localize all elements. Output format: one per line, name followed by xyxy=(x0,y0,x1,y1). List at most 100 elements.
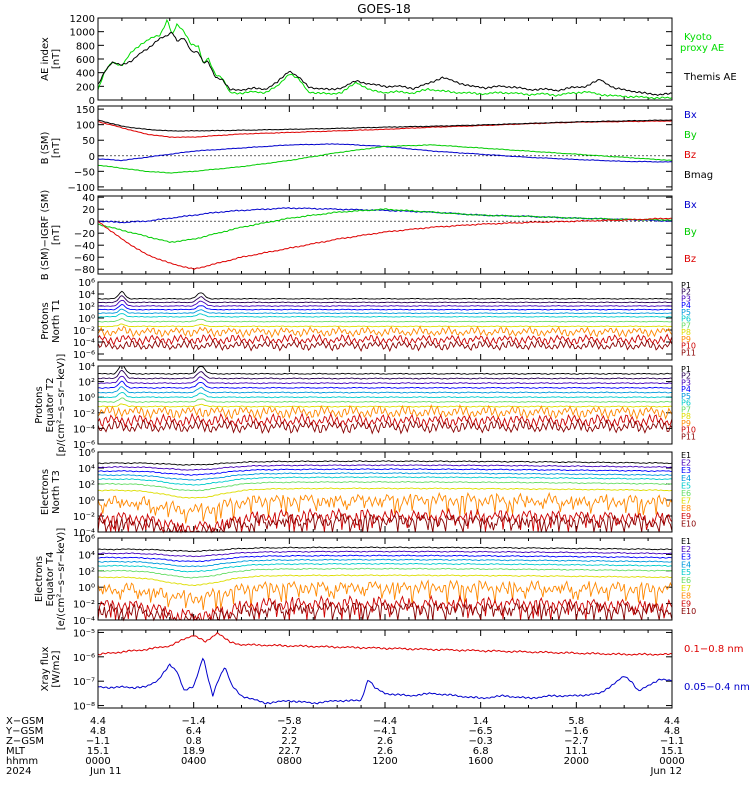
channel-line-p2-P11 xyxy=(97,418,673,435)
axis-row-label: MLT xyxy=(6,746,26,757)
y-tick-label: 10⁻⁴ xyxy=(73,424,95,435)
legend-entry: Bz xyxy=(684,150,696,161)
legend-entry: P8 xyxy=(681,412,691,421)
axis-cell: −1.1 xyxy=(86,736,110,747)
legend-entry: P7 xyxy=(681,405,691,414)
legend-entry: E1 xyxy=(681,537,691,546)
y-axis-label: [nT] xyxy=(51,138,62,158)
legend-entry: P9 xyxy=(681,335,691,344)
y-tick-label: 150 xyxy=(76,105,95,116)
series-line-diff-1 xyxy=(98,208,673,244)
y-axis-label: B (SM)−IGRF (SM) xyxy=(40,190,51,281)
channel-line-p2-P9 xyxy=(97,403,673,421)
y-axis-label: Electrons xyxy=(40,469,51,515)
y-tick-label: 10⁴ xyxy=(78,362,95,373)
channel-line-e1-E3 xyxy=(97,468,673,476)
y-axis-label: Electrons xyxy=(34,556,45,602)
y-tick-label: 10⁻⁷ xyxy=(73,677,95,688)
y-tick-label: 1200 xyxy=(70,14,95,25)
axis-row-label: Z−GSM xyxy=(6,736,44,747)
axis-cell: 0400 xyxy=(181,756,206,767)
y-axis-label: [W/m2] xyxy=(51,650,62,687)
y-tick-label: 10⁰ xyxy=(78,583,95,594)
y-tick-label: −100 xyxy=(68,183,95,194)
y-tick-label: 1000 xyxy=(70,28,95,39)
legend-entry: P6 xyxy=(681,399,691,408)
axis-cell: 0000 xyxy=(85,756,110,767)
channel-line-p1-P3 xyxy=(97,299,673,307)
axis-cell: −1.6 xyxy=(564,726,588,737)
panel-frame xyxy=(97,105,673,191)
channel-line-p2-P10 xyxy=(97,412,673,429)
legend-entry: P5 xyxy=(681,392,691,401)
series-line-ae-0 xyxy=(97,18,673,100)
panel-frame xyxy=(97,195,673,275)
y-axis-label: [p/(cm²−s−sr−keV)] xyxy=(56,354,67,457)
axis-cell: 2.2 xyxy=(281,726,297,737)
axis-row-label: X−GSM xyxy=(6,716,44,727)
legend-entry: P4 xyxy=(681,385,691,394)
channel-line-e1-E6 xyxy=(97,481,673,492)
channel-line-p1-P10 xyxy=(97,333,673,347)
channel-line-p2-P1 xyxy=(97,365,673,375)
legend-entry: E2 xyxy=(681,459,691,468)
legend-entry: E9 xyxy=(681,599,691,608)
axis-cell: 1200 xyxy=(372,756,397,767)
legend-entry: proxy AE xyxy=(680,43,724,54)
series-line-b-3 xyxy=(97,119,673,132)
axis-cell: −4.4 xyxy=(373,716,397,727)
channel-line-e1-E4 xyxy=(97,472,673,481)
channel-line-e2-E5 xyxy=(97,562,673,573)
channel-line-e2-E2 xyxy=(97,550,673,558)
axis-cell: −0.3 xyxy=(469,736,493,747)
axis-cell: 2.6 xyxy=(377,746,393,757)
axis-cell: −4.1 xyxy=(373,726,397,737)
bottom-axis-table: X−GSMY−GSMZ−GSMMLThhmm20244.44.8−1.115.1… xyxy=(5,716,685,777)
y-tick-label: 10⁻⁶ xyxy=(73,653,95,664)
legend-entry: Bx xyxy=(684,200,697,211)
panel-e2: 10⁻⁴ 10⁻² 10⁰ 10² 10⁴ 10⁶ Electrons Equator T4[… xyxy=(34,528,696,631)
y-tick-label: 10² xyxy=(78,378,95,389)
y-axis-label: [e/(cm²−s−sr−keV)] xyxy=(56,528,67,631)
y-axis-label: AE index xyxy=(40,37,51,81)
channel-line-e1-E1 xyxy=(97,460,673,466)
legend-entry: By xyxy=(684,130,697,141)
figure-title: GOES-18 xyxy=(357,2,411,16)
panel-p2: 10⁻⁶ 10⁻⁴ 10⁻² 10⁰ 10² 10⁴ Protons Equator T2 [p… xyxy=(34,354,696,457)
channel-line-p1-P8 xyxy=(97,323,673,328)
axis-cell: Jun 12 xyxy=(649,766,682,777)
y-tick-label: 100 xyxy=(76,121,95,132)
channel-line-e1-E2 xyxy=(97,464,673,471)
legend-entry: P3 xyxy=(681,294,691,303)
axis-cell: 22.7 xyxy=(278,746,300,757)
axis-cell: 2.2 xyxy=(281,736,297,747)
axis-cell: 0000 xyxy=(659,756,684,767)
panel-frame xyxy=(97,17,673,101)
panel-ae: 0 200 400 600 800 1000 1200 AE index [nT] Kyotopr… xyxy=(40,14,737,107)
panel-frame xyxy=(97,629,673,709)
y-axis-label: Equator T4 xyxy=(45,552,56,607)
panel-b: −100 −50 0 50 100 150 B (SM) [nT] Bx By Bz Bmag xyxy=(40,105,713,194)
y-tick-label: 10⁻² xyxy=(73,326,95,337)
panel-frame xyxy=(97,281,673,361)
y-axis-label: North T3 xyxy=(51,470,62,514)
legend-entry: P4 xyxy=(681,301,691,310)
legend-entry: Bz xyxy=(684,254,696,265)
legend-entry: E1 xyxy=(681,451,691,460)
legend-entry: P1 xyxy=(681,281,691,290)
legend-entry: P11 xyxy=(681,348,696,357)
legend-entry: E8 xyxy=(681,592,691,601)
y-tick-label: 10⁰ xyxy=(78,314,95,325)
panel-frame xyxy=(97,365,673,445)
channel-line-p2-P4 xyxy=(97,380,673,389)
y-tick-label: 50 xyxy=(82,136,95,147)
legend-entry: E5 xyxy=(681,481,691,490)
channel-line-e2-E1 xyxy=(97,546,673,553)
legend-entry: 0.1−0.8 nm xyxy=(684,644,743,655)
y-tick-label: 200 xyxy=(76,82,95,93)
legend-entry: E4 xyxy=(681,474,691,483)
axis-cell: −2.7 xyxy=(564,736,588,747)
